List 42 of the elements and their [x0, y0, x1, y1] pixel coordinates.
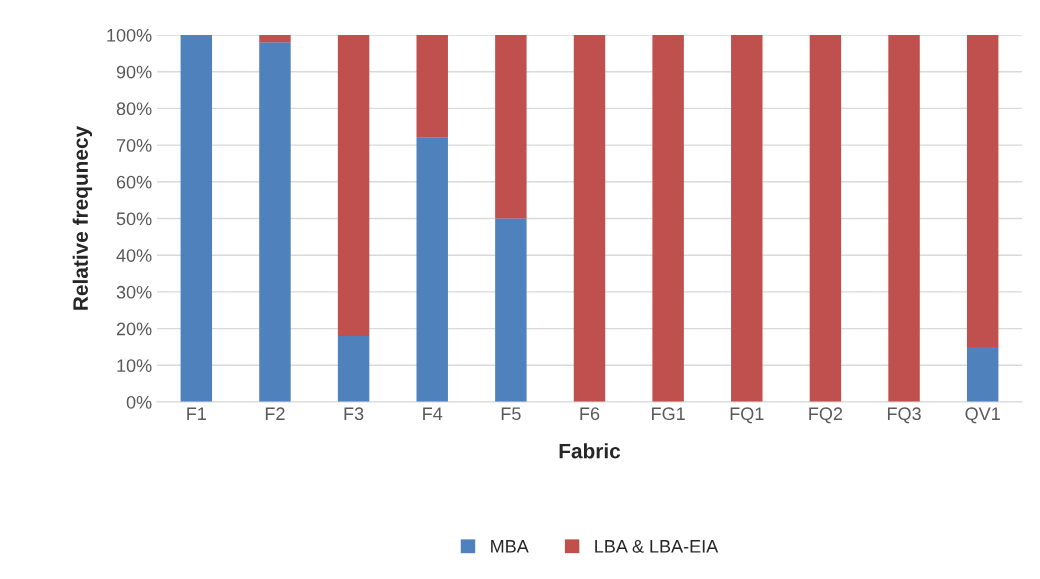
x-tick-label: QV1	[965, 407, 1000, 424]
x-axis-title: Fabric	[559, 443, 621, 459]
y-axis-title: Relative frequnecy	[72, 125, 93, 310]
x-tick-label: FQ1	[730, 407, 764, 424]
bar	[966, 346, 999, 402]
x-tick-label: FG1	[652, 407, 685, 421]
bar	[337, 335, 370, 402]
bar	[259, 42, 291, 402]
y-tick-label: 50%	[116, 212, 152, 226]
bar	[180, 35, 213, 402]
bar	[416, 137, 448, 402]
y-tick-label: 30%	[116, 285, 152, 299]
x-tick-label: F3	[344, 407, 364, 421]
x-tick-label: FQ2	[809, 407, 843, 424]
x-tick-label: F4	[423, 407, 443, 420]
y-tick-label: 60%	[116, 175, 152, 189]
legend-label: MBA	[491, 540, 529, 553]
y-tick-label: 80%	[116, 102, 152, 116]
bar	[809, 35, 842, 402]
x-tick-label: F6	[580, 407, 600, 421]
bar	[337, 35, 370, 336]
y-tick-label: 40%	[116, 249, 152, 262]
bar	[731, 35, 763, 402]
bar	[652, 35, 684, 402]
y-tick-label: 90%	[116, 65, 152, 79]
x-tick-label: FQ3	[887, 407, 921, 424]
x-tick-label: F2	[265, 407, 285, 420]
bar	[966, 35, 999, 347]
x-tick-label: F5	[501, 407, 521, 421]
bar	[416, 35, 448, 138]
y-tick-label: 20%	[116, 322, 152, 336]
y-tick-label: 0%	[126, 395, 152, 409]
y-tick-label: 100%	[107, 28, 152, 42]
y-tick-label: 10%	[117, 359, 152, 373]
bar	[573, 35, 606, 402]
bar	[495, 218, 527, 402]
x-tick-label: F1	[187, 407, 206, 420]
legend-label: LBA & LBA-EIA	[595, 540, 719, 553]
y-tick-label: 70%	[116, 139, 152, 152]
bar	[259, 35, 291, 43]
bar	[888, 35, 920, 402]
bar	[495, 35, 527, 219]
